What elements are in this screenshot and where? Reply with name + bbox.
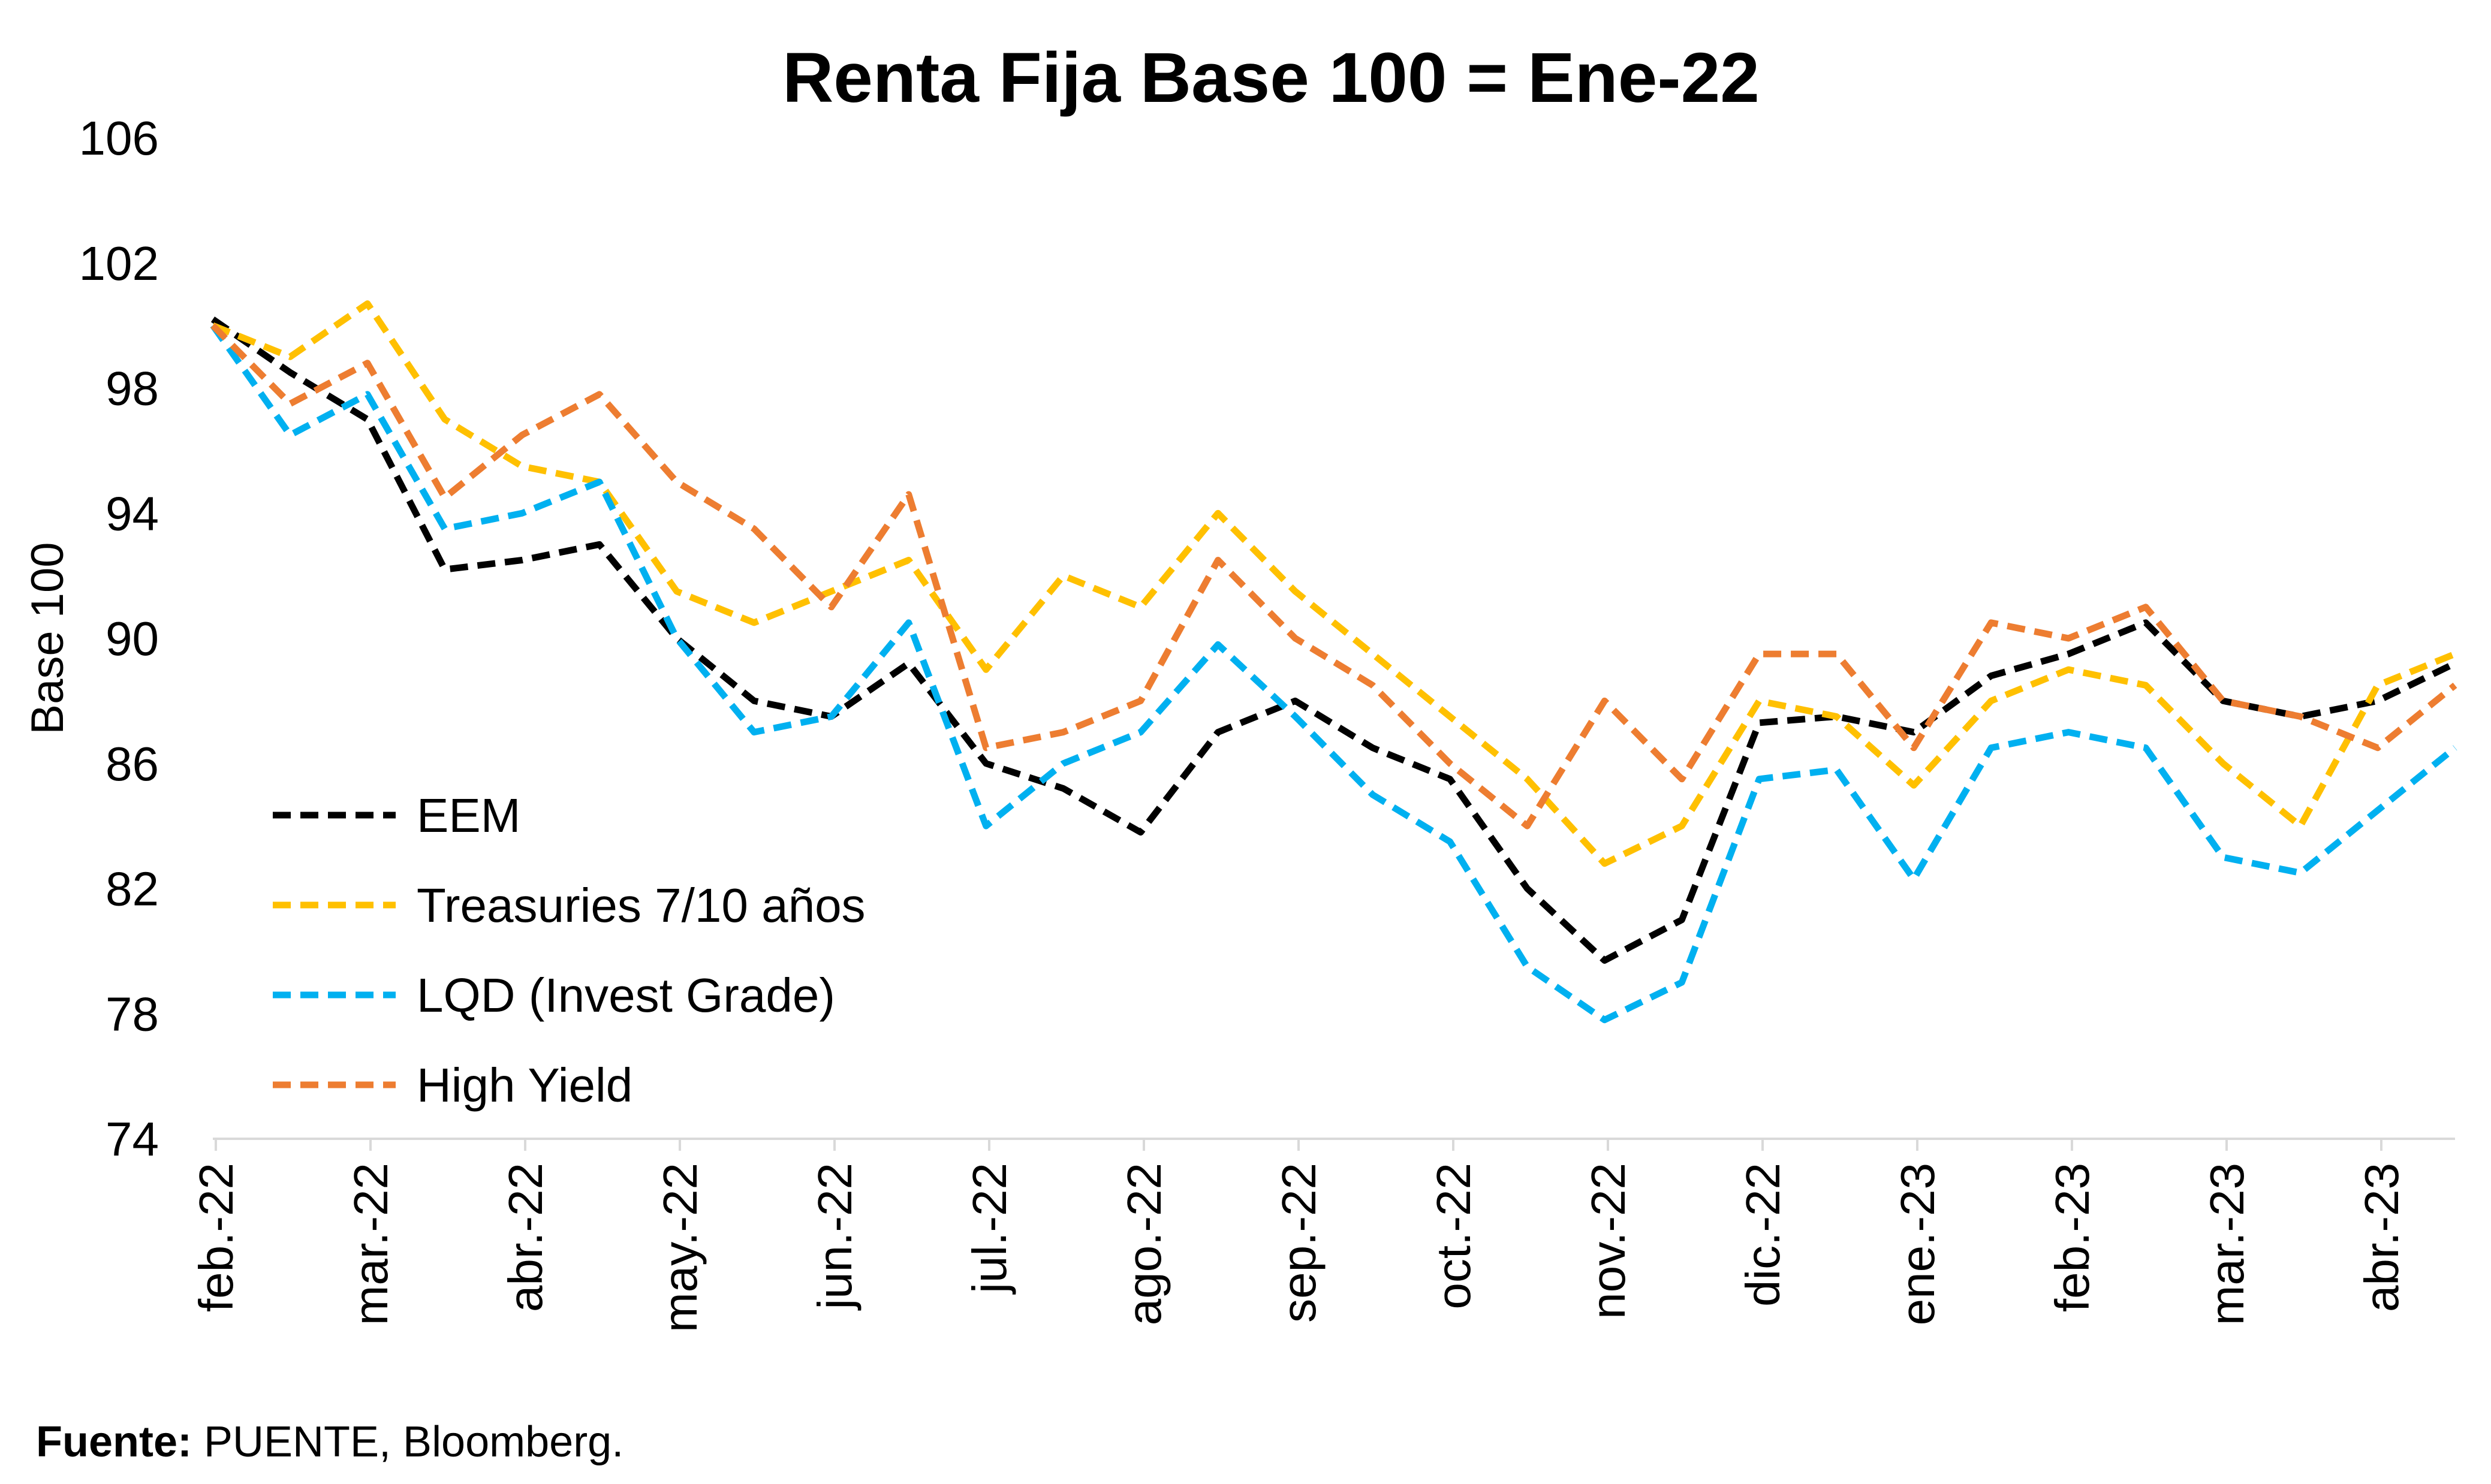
y-tick-label: 102 (79, 237, 159, 290)
y-tick-label: 86 (106, 737, 159, 791)
y-axis-label: Base 100 (22, 542, 73, 734)
source-text: PUENTE, Bloomberg. (191, 1418, 624, 1466)
source-label: Fuente: (36, 1418, 192, 1466)
legend-label: EEM (417, 789, 520, 842)
legend-label: High Yield (417, 1058, 632, 1112)
series-line-treasuries-7-10-a-os (211, 300, 2457, 867)
source-note: Fuente: PUENTE, Bloomberg. (36, 1417, 623, 1467)
series-lines (210, 300, 2457, 1024)
legend-label: LQD (Invest Grade) (417, 969, 835, 1022)
y-tick-label: 90 (106, 612, 159, 665)
legend: EEM Treasuries 7/10 años LQD (Invest Grade… (273, 789, 866, 1112)
x-tick-label: feb.-23 (2046, 1163, 2099, 1312)
y-axis-ticks: 74 78 82 86 90 94 98 102 106 (79, 111, 159, 1166)
x-tick-label: may.-22 (653, 1163, 707, 1332)
y-tick-label: 94 (106, 487, 159, 540)
series-line-lqd-invest-grade- (210, 323, 2457, 1024)
x-tick-label: ene.-23 (1891, 1163, 1944, 1325)
x-tick-label: nov.-22 (1582, 1163, 1635, 1319)
x-tick-label: jun.-22 (808, 1163, 862, 1311)
x-tick-label: abr.-23 (2355, 1163, 2408, 1312)
x-tick-label: mar.-23 (2200, 1163, 2254, 1325)
x-tick-label: jul.-22 (963, 1163, 1016, 1295)
series-line-eem (210, 316, 2457, 964)
x-tick-label: abr.-22 (499, 1163, 552, 1312)
series-line-high-yield (210, 323, 2457, 830)
y-tick-label: 74 (106, 1112, 159, 1166)
legend-label: Treasuries 7/10 años (417, 879, 866, 932)
x-tick-label: mar.-22 (344, 1163, 397, 1325)
x-tick-label: sep.-22 (1272, 1163, 1326, 1323)
y-tick-label: 106 (79, 111, 159, 165)
x-tick-label: dic.-22 (1736, 1163, 1790, 1307)
y-tick-label: 82 (106, 862, 159, 916)
y-tick-label: 78 (106, 987, 159, 1040)
y-tick-label: 98 (106, 362, 159, 415)
x-tick-label: feb.-22 (189, 1163, 243, 1312)
x-tick-label: oct.-22 (1427, 1163, 1480, 1310)
x-axis-ticks: feb.-22 mar.-22 abr.-22 may.-22 jun.-22 jul.-… (189, 1139, 2408, 1332)
chart-title: Renta Fija Base 100 = Ene-22 (782, 38, 1760, 117)
x-tick-label: ago.-22 (1118, 1163, 1171, 1325)
